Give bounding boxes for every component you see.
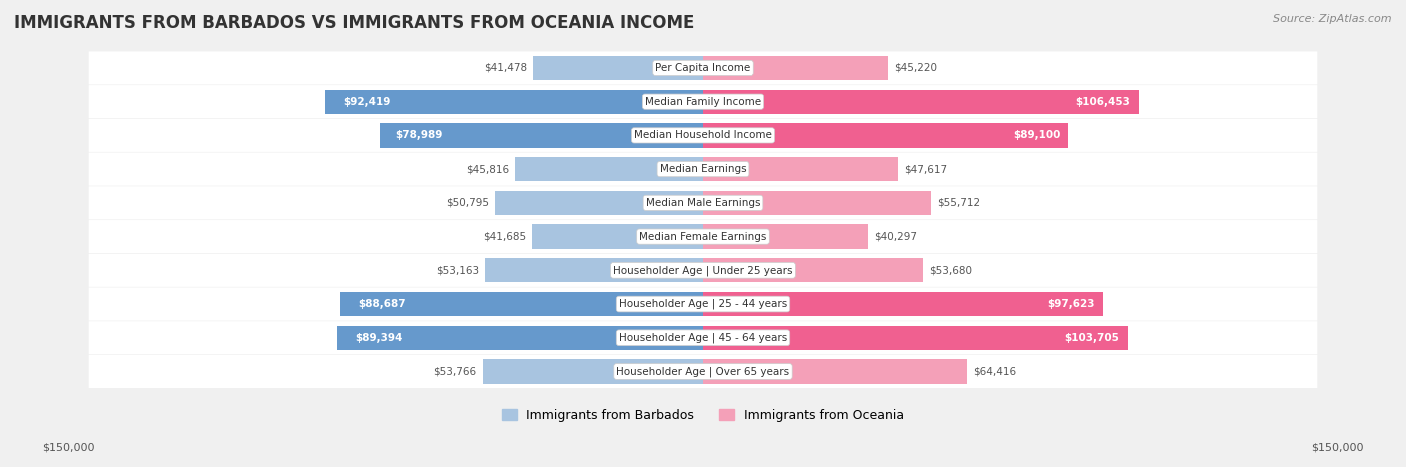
- Text: Median Male Earnings: Median Male Earnings: [645, 198, 761, 208]
- Text: $55,712: $55,712: [938, 198, 980, 208]
- Text: Median Household Income: Median Household Income: [634, 130, 772, 141]
- FancyBboxPatch shape: [89, 220, 1317, 253]
- Text: Householder Age | Over 65 years: Householder Age | Over 65 years: [616, 366, 790, 377]
- Text: $53,163: $53,163: [436, 265, 479, 276]
- Bar: [703, 157, 898, 181]
- Text: $45,816: $45,816: [467, 164, 509, 174]
- Text: Householder Age | 45 - 64 years: Householder Age | 45 - 64 years: [619, 333, 787, 343]
- Bar: [703, 292, 1102, 316]
- Text: $88,687: $88,687: [359, 299, 405, 309]
- Text: $64,416: $64,416: [973, 367, 1017, 376]
- Bar: [325, 90, 703, 114]
- Text: $50,795: $50,795: [446, 198, 489, 208]
- Bar: [485, 258, 703, 283]
- FancyBboxPatch shape: [89, 85, 1317, 118]
- Text: $78,989: $78,989: [395, 130, 443, 141]
- Text: $89,100: $89,100: [1014, 130, 1060, 141]
- Bar: [533, 56, 703, 80]
- Bar: [380, 123, 703, 148]
- Bar: [703, 258, 922, 283]
- FancyBboxPatch shape: [89, 51, 1317, 85]
- FancyBboxPatch shape: [89, 119, 1317, 152]
- Text: Per Capita Income: Per Capita Income: [655, 63, 751, 73]
- Bar: [703, 191, 931, 215]
- Text: Householder Age | Under 25 years: Householder Age | Under 25 years: [613, 265, 793, 276]
- Text: $92,419: $92,419: [343, 97, 391, 106]
- FancyBboxPatch shape: [89, 355, 1317, 388]
- Text: $41,478: $41,478: [484, 63, 527, 73]
- Text: $45,220: $45,220: [894, 63, 938, 73]
- Text: Median Family Income: Median Family Income: [645, 97, 761, 106]
- Bar: [533, 225, 703, 249]
- Bar: [703, 225, 868, 249]
- Bar: [340, 292, 703, 316]
- Text: $97,623: $97,623: [1047, 299, 1095, 309]
- Bar: [516, 157, 703, 181]
- FancyBboxPatch shape: [89, 186, 1317, 219]
- Text: Median Female Earnings: Median Female Earnings: [640, 232, 766, 241]
- Text: $53,680: $53,680: [929, 265, 972, 276]
- FancyBboxPatch shape: [89, 288, 1317, 320]
- Bar: [703, 123, 1069, 148]
- FancyBboxPatch shape: [89, 321, 1317, 354]
- Legend: Immigrants from Barbados, Immigrants from Oceania: Immigrants from Barbados, Immigrants fro…: [496, 404, 910, 427]
- Bar: [482, 360, 703, 384]
- FancyBboxPatch shape: [89, 254, 1317, 287]
- Text: $41,685: $41,685: [484, 232, 526, 241]
- Bar: [495, 191, 703, 215]
- Bar: [337, 325, 703, 350]
- Bar: [703, 360, 967, 384]
- Text: $103,705: $103,705: [1064, 333, 1119, 343]
- Text: $150,000: $150,000: [1312, 443, 1364, 453]
- Bar: [703, 325, 1128, 350]
- Text: $40,297: $40,297: [875, 232, 917, 241]
- Text: $89,394: $89,394: [356, 333, 402, 343]
- Text: Source: ZipAtlas.com: Source: ZipAtlas.com: [1274, 14, 1392, 24]
- Text: $150,000: $150,000: [42, 443, 94, 453]
- Bar: [703, 90, 1139, 114]
- Bar: [703, 56, 889, 80]
- Text: $47,617: $47,617: [904, 164, 948, 174]
- Text: Householder Age | 25 - 44 years: Householder Age | 25 - 44 years: [619, 299, 787, 309]
- Text: IMMIGRANTS FROM BARBADOS VS IMMIGRANTS FROM OCEANIA INCOME: IMMIGRANTS FROM BARBADOS VS IMMIGRANTS F…: [14, 14, 695, 32]
- Text: $53,766: $53,766: [433, 367, 477, 376]
- FancyBboxPatch shape: [89, 153, 1317, 186]
- Text: Median Earnings: Median Earnings: [659, 164, 747, 174]
- Text: $106,453: $106,453: [1076, 97, 1130, 106]
